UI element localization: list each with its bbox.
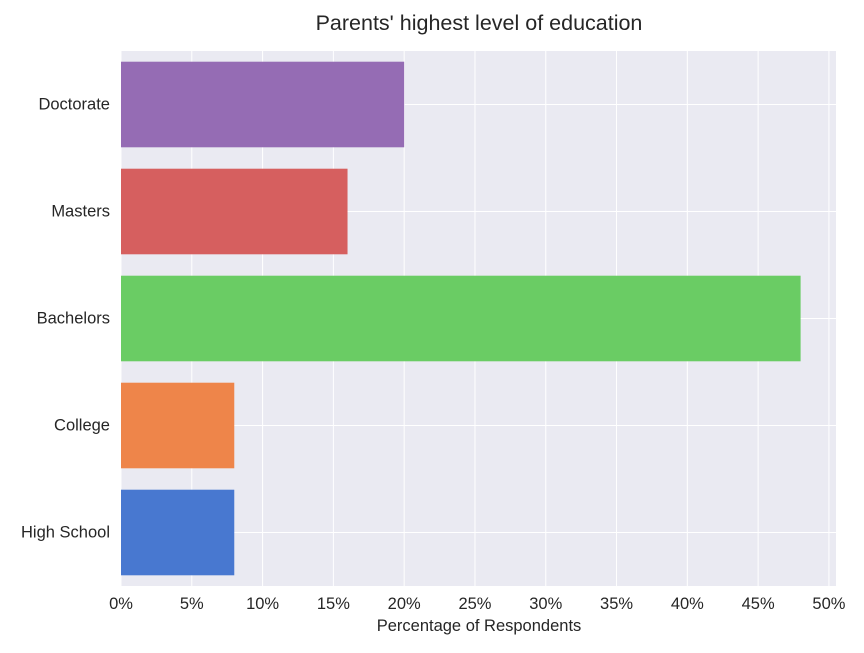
x-tick-label: 0%: [109, 595, 133, 613]
bar-doctorate: [121, 61, 405, 148]
x-tick-label: 10%: [246, 595, 279, 613]
x-tick-label: 5%: [180, 595, 204, 613]
x-tick-label: 35%: [600, 595, 633, 613]
bar-masters: [121, 168, 348, 255]
y-tick-label: College: [54, 417, 110, 435]
chart-title: Parents' highest level of education: [316, 11, 643, 35]
bar-high-school: [121, 489, 235, 576]
x-tick-label: 25%: [458, 595, 491, 613]
x-tick-label: 45%: [742, 595, 775, 613]
x-tick-label: 40%: [671, 595, 704, 613]
bars: [121, 61, 801, 576]
x-tick-label: 15%: [317, 595, 350, 613]
y-tick-labels: High School College Bachelors Masters Doctor…: [21, 96, 110, 542]
bar-bachelors: [121, 275, 801, 362]
y-tick-label: Masters: [51, 203, 110, 221]
y-tick-label: Doctorate: [38, 96, 110, 114]
x-tick-label: 50%: [812, 595, 845, 613]
x-tick-label: 30%: [529, 595, 562, 613]
x-tick-labels: 0% 5% 10% 15% 20% 25% 30% 35% 40% 45% 50%: [109, 595, 846, 613]
x-tick-label: 20%: [388, 595, 421, 613]
bar-college: [121, 382, 235, 469]
y-tick-label: High School: [21, 524, 110, 542]
x-axis-label: Percentage of Respondents: [377, 617, 582, 635]
y-tick-label: Bachelors: [37, 310, 110, 328]
